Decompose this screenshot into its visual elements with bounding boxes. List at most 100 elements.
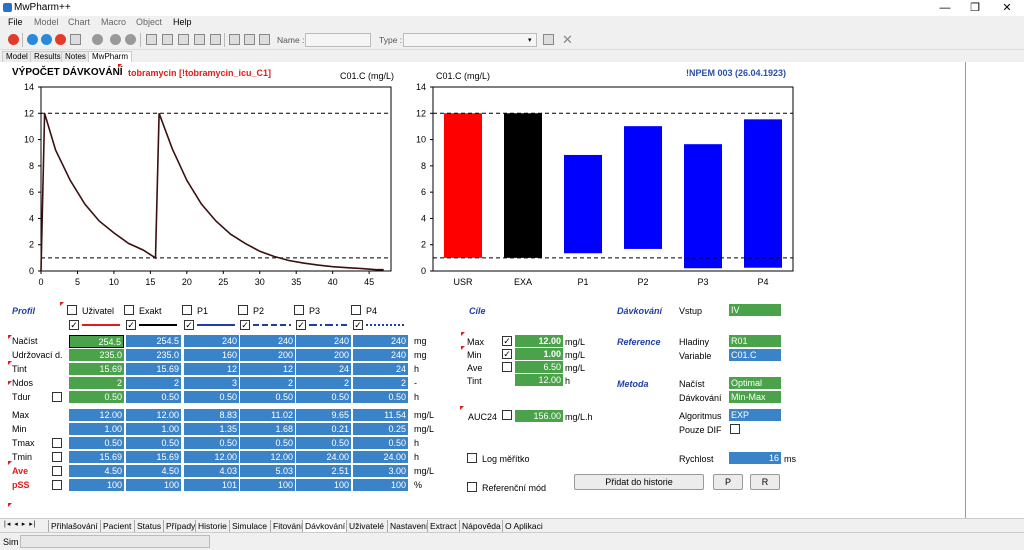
column-checkbox-5[interactable] [351,305,361,315]
algoritmus-value[interactable]: EXP [729,409,781,422]
result-row-checkbox[interactable] [52,466,62,476]
profil-cell[interactable]: 254.5 [126,335,181,348]
bottom-tab-6[interactable]: Fitování [270,520,305,532]
cile-row-checkbox[interactable] [502,362,512,372]
profil-cell[interactable]: 2 [296,377,351,390]
profil-cell[interactable]: 2 [353,377,408,390]
column-checkbox-1[interactable] [124,305,134,315]
result-row-checkbox[interactable] [52,438,62,448]
auc24-checkbox[interactable] [502,410,512,420]
add-to-history-button[interactable]: Přidat do historie [574,474,704,490]
tab-notes[interactable]: Notes [61,51,90,62]
series-visible-checkbox-1[interactable]: ✓ [126,320,136,330]
profil-result-cell[interactable]: 0.50 [126,437,181,450]
profil-result-cell[interactable]: 4.03 [184,465,239,478]
profil-cell[interactable]: 0.50 [240,391,295,404]
p-button[interactable]: P [713,474,743,490]
profil-cell[interactable]: 24 [353,363,408,376]
profil-result-cell[interactable]: 12.00 [184,451,239,464]
davkovani-value[interactable]: Min-Max [729,391,781,404]
profil-cell[interactable]: 2 [126,377,181,390]
profil-cell[interactable]: 15.69 [126,363,181,376]
profil-result-cell[interactable]: 101 [184,479,239,492]
type-select[interactable] [403,33,537,47]
bottom-tab-0[interactable]: Přihlašování [48,520,100,532]
profil-result-cell[interactable]: 0.50 [240,437,295,450]
profil-cell[interactable]: 160 [184,349,239,362]
profil-result-cell[interactable]: 100 [353,479,408,492]
profil-result-cell[interactable]: 1.00 [126,423,181,436]
profil-cell[interactable]: 240 [353,349,408,362]
menu-object[interactable]: Object [136,17,163,27]
play-icon[interactable] [110,34,121,45]
gear-icon[interactable] [92,34,103,45]
series-visible-checkbox-4[interactable]: ✓ [296,320,306,330]
profil-result-cell[interactable]: 5.03 [240,465,295,478]
chart-icon[interactable] [244,34,255,45]
profil-result-cell[interactable]: 0.50 [353,437,408,450]
tab-scroll-arrows-icon[interactable]: |◂ ◂ ▸ ▸| [4,521,37,528]
profil-result-cell[interactable]: 0.21 [296,423,351,436]
copy-icon[interactable] [543,34,554,45]
restore-button[interactable]: ❐ [970,2,980,14]
profil-result-cell[interactable]: 100 [240,479,295,492]
profil-result-cell[interactable]: 24.00 [353,451,408,464]
profil-cell[interactable]: 240 [184,335,239,348]
profil-result-cell[interactable]: 0.50 [296,437,351,450]
profil-result-cell[interactable]: 12.00 [240,451,295,464]
profil-cell[interactable]: 240 [296,335,351,348]
bottom-tab-4[interactable]: Historie [195,520,229,532]
result-row-checkbox[interactable] [52,480,62,490]
cile-row-checkbox[interactable]: ✓ [502,336,512,346]
tab-model[interactable]: Model [2,51,32,62]
bottom-tab-5[interactable]: Simulace [229,520,269,532]
series-visible-checkbox-5[interactable]: ✓ [353,320,363,330]
reference-mode-checkbox[interactable] [467,482,477,492]
bottom-tab-1[interactable]: Pacient [100,520,133,532]
profil-result-cell[interactable]: 12.00 [126,409,181,422]
profil-cell[interactable]: 24 [296,363,351,376]
bottom-tab-3[interactable]: Případy [163,520,197,532]
series-line-style-1[interactable] [139,322,179,328]
profil-cell[interactable]: 240 [240,335,295,348]
zoom-out-icon[interactable] [194,34,205,45]
profil-result-cell[interactable]: 3.00 [353,465,408,478]
stop-icon[interactable] [55,34,66,45]
tdur-checkbox[interactable] [52,392,62,402]
image-icon[interactable] [259,34,270,45]
eye-icon[interactable] [229,34,240,45]
profil-cell[interactable]: 0.50 [296,391,351,404]
series-line-style-4[interactable] [309,322,349,328]
profil-cell[interactable]: 235.0 [126,349,181,362]
tree-icon[interactable] [146,34,157,45]
profil-result-cell[interactable]: 1.35 [184,423,239,436]
menu-help[interactable]: Help [173,17,192,27]
refresh-icon[interactable] [41,34,52,45]
profil-cell[interactable]: 2 [69,377,124,390]
column-checkbox-3[interactable] [238,305,248,315]
profil-result-cell[interactable]: 100 [69,479,124,492]
nacist-value[interactable]: Optimal [729,377,781,390]
profil-cell[interactable]: 0.50 [184,391,239,404]
profil-cell[interactable]: 0.50 [353,391,408,404]
r-button[interactable]: R [750,474,780,490]
profil-result-cell[interactable]: 8.83 [184,409,239,422]
profil-result-cell[interactable]: 0.50 [69,437,124,450]
series-line-style-5[interactable] [366,322,406,328]
profil-result-cell[interactable]: 4.50 [126,465,181,478]
save-icon[interactable] [27,34,38,45]
cile-row-value[interactable]: 12.00 [515,374,563,387]
profil-cell[interactable]: 200 [240,349,295,362]
profil-result-cell[interactable]: 12.00 [69,409,124,422]
cile-row-checkbox[interactable]: ✓ [502,349,512,359]
bottom-tab-10[interactable]: Extract [427,520,458,532]
power-icon[interactable] [8,34,19,45]
menu-macro[interactable]: Macro [101,17,127,27]
column-checkbox-4[interactable] [294,305,304,315]
series-visible-checkbox-3[interactable]: ✓ [240,320,250,330]
profil-result-cell[interactable]: 2.51 [296,465,351,478]
profil-result-cell[interactable]: 1.00 [69,423,124,436]
profil-cell[interactable]: 254.5 [69,335,124,348]
profil-result-cell[interactable]: 0.25 [353,423,408,436]
tab-mwpharm[interactable]: MwPharm [88,51,133,62]
